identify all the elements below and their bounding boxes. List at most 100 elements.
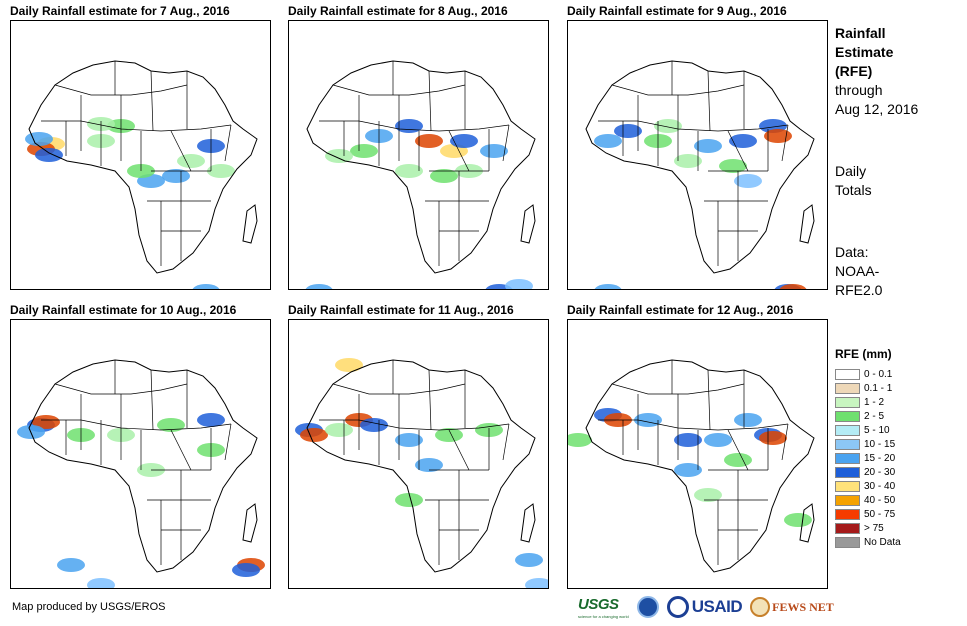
map-panel-3: Daily Rainfall estimate for 9 Aug., 2016 (567, 4, 829, 290)
title-line: Estimate (835, 44, 894, 60)
rainfall-area (197, 413, 225, 427)
panel-title: Daily Rainfall estimate for 11 Aug., 201… (288, 303, 514, 317)
rainfall-area (505, 279, 533, 289)
usaid-wordmark: USAID (691, 597, 743, 616)
usgs-tagline: science for a changing world (578, 613, 629, 619)
legend-label: 20 - 30 (864, 466, 896, 478)
rainfall-area (325, 423, 353, 437)
country-border (502, 124, 510, 162)
rainfall-area (395, 433, 423, 447)
africa-map-svg (17, 359, 265, 588)
rainfall-area (719, 159, 747, 173)
fewsnet-wordmark: FEWS NET (772, 599, 834, 614)
rainfall-area (779, 284, 807, 289)
africa-coastline (306, 60, 536, 274)
rainfall-area (415, 458, 443, 472)
through-date: Aug 12, 2016 (835, 101, 919, 117)
rainfall-area (305, 284, 333, 289)
madagascar-outline (520, 204, 536, 244)
rainfall-area (515, 553, 543, 567)
country-border (150, 70, 154, 132)
legend-label: 2 - 5 (864, 410, 885, 422)
rainfall-map (288, 319, 549, 589)
country-border (54, 383, 188, 395)
legend-item: 15 - 20 (835, 451, 901, 465)
rainfall-map (288, 20, 549, 290)
madagascar-outline (242, 204, 258, 244)
country-border (54, 84, 188, 96)
legend-item: 50 - 75 (835, 507, 901, 521)
country-border (448, 429, 470, 471)
rainfall-area (674, 433, 702, 447)
country-border (332, 383, 466, 395)
legend-label: 30 - 40 (864, 480, 896, 492)
legend-item: No Data (835, 535, 901, 549)
rainfall-area (395, 493, 423, 507)
legend-title: RFE (mm) (835, 347, 892, 361)
map-panel-5: Daily Rainfall estimate for 11 Aug., 201… (288, 303, 550, 589)
legend-item: 2 - 5 (835, 409, 901, 423)
rainfall-area (192, 284, 220, 289)
title-line: (RFE) (835, 63, 873, 79)
map-panel-2: Daily Rainfall estimate for 8 Aug., 2016 (288, 4, 550, 290)
rainfall-area (207, 164, 235, 178)
rainfall-area (784, 513, 812, 527)
rainfall-area (162, 169, 190, 183)
legend-label: 1 - 2 (864, 396, 885, 408)
rainfall-area (694, 488, 722, 502)
africa-coastline (306, 359, 536, 573)
data-line: NOAA- (835, 263, 880, 279)
map-panel-6: Daily Rainfall estimate for 12 Aug., 201… (567, 303, 829, 589)
country-border (170, 429, 192, 471)
rainfall-area (32, 415, 60, 429)
panel-title: Daily Rainfall estimate for 12 Aug., 201… (567, 303, 794, 317)
rainfall-area (87, 578, 115, 588)
rainfall-area (594, 134, 622, 148)
rainfall-area (157, 418, 185, 432)
rainfall-map (10, 319, 271, 589)
country-border (707, 369, 711, 431)
country-border (781, 423, 789, 461)
rainfall-area (654, 119, 682, 133)
noaa-logo-icon (636, 596, 659, 618)
country-border (224, 124, 232, 162)
daily-line: Daily (835, 163, 867, 179)
fewsnet-seal-icon (750, 597, 771, 617)
legend-label: 40 - 50 (864, 494, 896, 506)
legend-label: > 75 (864, 522, 884, 534)
rainfall-area (350, 144, 378, 158)
side-title: Rainfall Estimate (RFE) through Aug 12, … (835, 24, 918, 119)
africa-coastline (585, 359, 815, 573)
legend-swatch (835, 368, 860, 380)
rainfall-area (614, 124, 642, 138)
country-border (448, 130, 470, 172)
panel-title: Daily Rainfall estimate for 7 Aug., 2016 (10, 4, 230, 18)
legend-swatch (835, 382, 860, 394)
rainfall-area (25, 132, 53, 146)
madagascar-outline (799, 204, 815, 244)
usgs-logo: USGS science for a changing world (578, 596, 629, 619)
map-panel-4: Daily Rainfall estimate for 10 Aug., 201… (10, 303, 272, 589)
legend-item: 30 - 40 (835, 479, 901, 493)
legend-item: 20 - 30 (835, 465, 901, 479)
legend-swatch (835, 508, 860, 520)
data-line: RFE2.0 (835, 282, 883, 298)
country-border (319, 419, 510, 431)
legend-item: 0 - 0.1 (835, 367, 901, 381)
madagascar-outline (242, 503, 258, 543)
through-label: through (835, 82, 883, 98)
legend-item: 5 - 10 (835, 423, 901, 437)
rainfall-area (300, 428, 328, 442)
daily-line: Totals (835, 182, 872, 198)
country-border (41, 120, 232, 132)
country-border (502, 423, 510, 461)
daily-totals-label: Daily Totals (835, 162, 872, 200)
rainfall-area (325, 149, 353, 163)
legend-item: 0.1 - 1 (835, 381, 901, 395)
logo-strip: USGS science for a changing world USAID … (578, 593, 834, 621)
country-border (319, 120, 510, 132)
legend-label: No Data (864, 536, 901, 548)
rainfall-area (568, 433, 592, 447)
legend-swatch (835, 410, 860, 422)
rainfall-area (430, 169, 458, 183)
